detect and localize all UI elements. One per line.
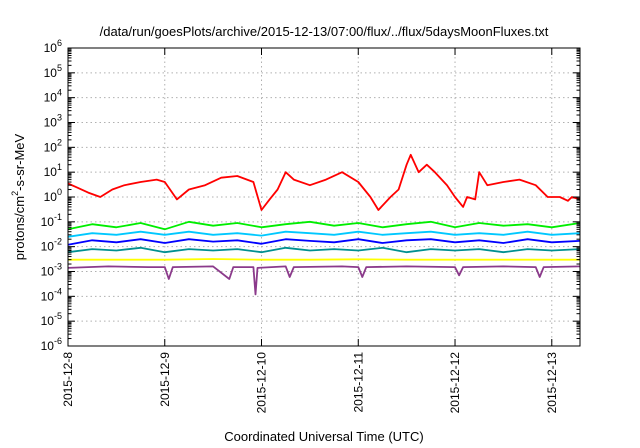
y-tick-base: 10 [44,91,58,105]
x-tick-label: 2015-12-11 [351,352,365,413]
series-line-6 [68,258,580,261]
y-tick-label: 10-4 [41,286,62,303]
y-tick-exponent: 0 [57,187,62,197]
y-tick-base: 10 [44,116,58,130]
y-label-sup: 2 [10,191,20,196]
y-tick-label: 101 [44,162,62,179]
series-line-7 [67,265,581,296]
y-tick-exponent: -5 [54,311,62,321]
y-tick-label: 106 [44,38,62,55]
y-tick-label: 104 [44,88,62,105]
y-tick-label: 10-2 [41,237,62,254]
y-tick-base: 10 [41,240,55,254]
y-tick-base: 10 [44,190,58,204]
y-tick-base: 10 [44,66,58,80]
series-line-3 [67,230,581,238]
y-tick-base: 10 [41,215,55,229]
y-tick-label: 10-6 [41,336,62,353]
y-tick-base: 10 [44,140,58,154]
y-tick-exponent: -6 [54,336,62,346]
series-line-1 [67,153,581,211]
y-tick-label: 103 [44,113,62,130]
chart-title: /data/run/goesPlots/archive/2015-12-13/0… [100,24,549,39]
x-axis-label: Coordinated Universal Time (UTC) [224,429,423,444]
y-tick-exponent: -1 [54,212,62,222]
ticks [67,47,580,347]
y-tick-label: 105 [44,63,62,80]
x-tick-label: 2015-12-9 [158,352,172,407]
y-tick-base: 10 [41,314,55,328]
y-label-base: protons/cm [12,196,27,260]
y-tick-exponent: -2 [54,237,62,247]
y-tick-base: 10 [44,165,58,179]
series-line-4 [67,238,581,246]
y-tick-exponent: 1 [57,162,62,172]
y-tick-exponent: 2 [57,137,62,147]
y-tick-exponent: -3 [54,262,62,272]
y-tick-base: 10 [41,339,55,353]
y-tick-base: 10 [44,41,58,55]
x-tick-label: 2015-12-12 [448,352,462,414]
series-line-5 [67,246,581,254]
series-line-2 [67,220,581,231]
y-tick-label: 10-1 [41,212,62,229]
y-tick-label: 100 [44,187,62,204]
x-tick-label: 2015-12-13 [545,352,559,414]
y-tick-label: 10-5 [41,311,62,328]
y-tick-label: 10-3 [41,262,62,279]
y-tick-labels: 10-610-510-410-310-210-11001011021031041… [41,38,62,353]
y-tick-exponent: 3 [57,113,62,123]
x-tick-label: 2015-12-10 [255,352,269,414]
y-tick-label: 102 [44,137,62,154]
x-tick-labels: 2015-12-8 2015-12-9 2015-12-10 2015-12-11 20… [61,352,559,414]
x-tick-label: 2015-12-8 [61,352,75,407]
y-label-rest: -s-sr-MeV [12,133,27,190]
series-layer [67,153,581,296]
y-tick-exponent: -4 [54,286,62,296]
grid [68,48,580,346]
y-tick-base: 10 [41,289,55,303]
y-tick-exponent: 4 [57,88,62,98]
y-axis-label: protons/cm2-s-sr-MeV [10,133,27,260]
y-tick-base: 10 [41,265,55,279]
y-tick-exponent: 6 [57,38,62,48]
y-tick-exponent: 5 [57,63,62,73]
